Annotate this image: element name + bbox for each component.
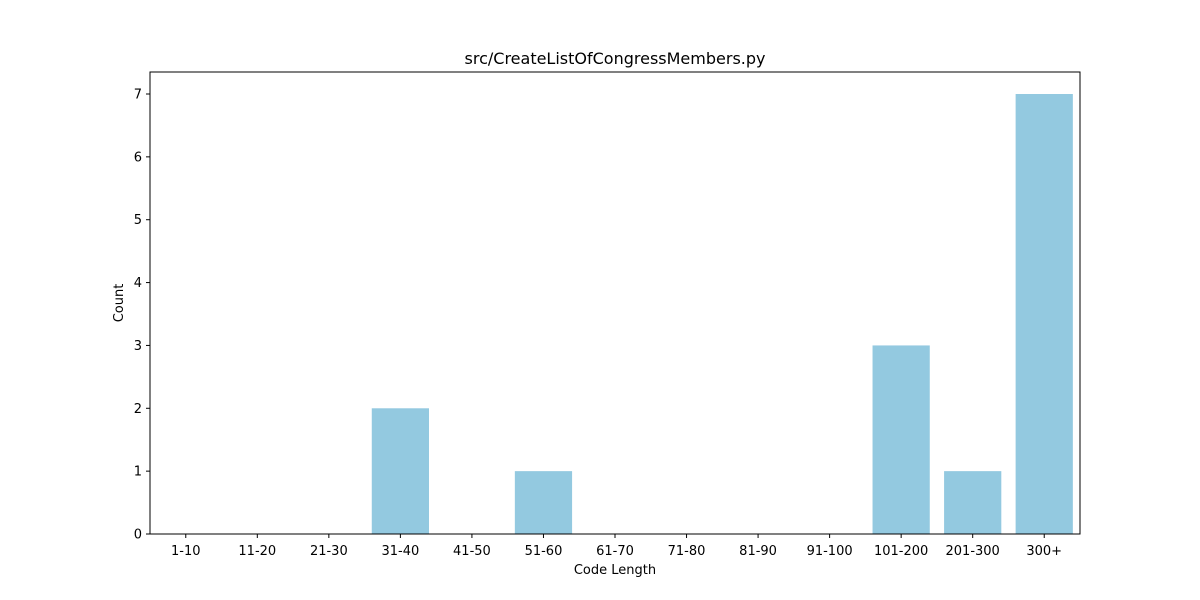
bars-layer xyxy=(371,94,1073,534)
y-tick-label: 2 xyxy=(134,402,142,417)
y-tick-label: 0 xyxy=(134,528,142,543)
chart-title: src/CreateListOfCongressMembers.py xyxy=(465,49,766,68)
x-tick-label: 81-90 xyxy=(739,544,777,559)
y-axis-title: Count xyxy=(112,284,127,323)
x-tick-label: 300+ xyxy=(1026,544,1062,559)
bar-51-60 xyxy=(514,471,573,534)
bar-201-300 xyxy=(944,471,1002,534)
y-tick-label: 3 xyxy=(134,339,142,354)
x-tick-label: 101-200 xyxy=(874,544,928,559)
x-tick-label: 1-10 xyxy=(171,544,201,559)
bar-101-200 xyxy=(872,345,930,534)
y-tick-label: 7 xyxy=(134,88,142,103)
axes-layer: 1-10 11-20 21-30 31-40 41-50 51-60 61-70 71-80 8… xyxy=(134,71,1081,559)
x-tick-label: 41-50 xyxy=(453,544,491,559)
bar-300+ xyxy=(1015,94,1073,534)
x-tick-label: 61-70 xyxy=(596,544,634,559)
y-tick-label: 1 xyxy=(134,465,142,480)
y-tick-label: 6 xyxy=(134,150,142,165)
x-tick-label: 11-20 xyxy=(238,544,276,559)
x-axis-title: Code Length xyxy=(574,563,656,578)
bar-31-40 xyxy=(371,408,429,534)
x-tick-label: 51-60 xyxy=(525,544,563,559)
y-tick-label: 5 xyxy=(134,213,142,228)
x-tick-label: 91-100 xyxy=(807,544,853,559)
plot-frame xyxy=(149,71,1081,535)
x-tick-label: 31-40 xyxy=(381,544,419,559)
x-tick-label: 21-30 xyxy=(310,544,348,559)
y-tick-label: 4 xyxy=(134,276,142,291)
x-tick-label: 71-80 xyxy=(668,544,706,559)
x-tick-label: 201-300 xyxy=(946,544,1000,559)
